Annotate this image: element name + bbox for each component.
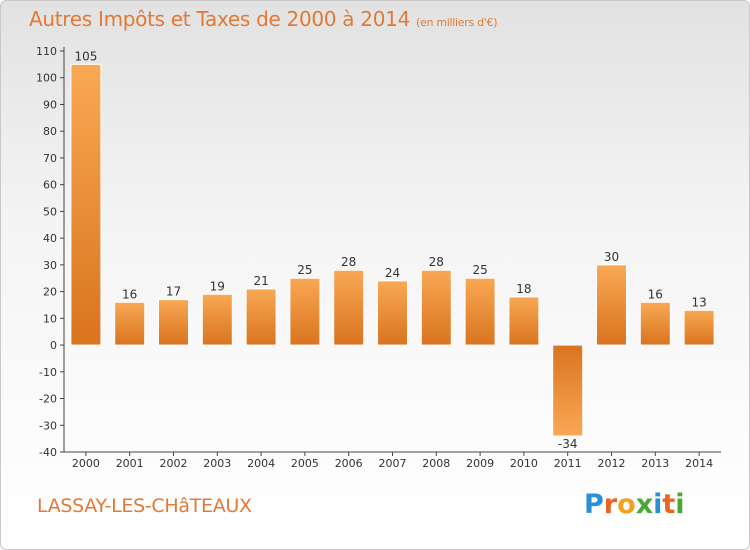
bar-2008 [420, 269, 452, 346]
logo-letter: x [635, 489, 654, 520]
y-tick-label: 80 [43, 125, 57, 138]
commune-name: LASSAY-LES-CHâTEAUX [37, 495, 252, 517]
x-tick-label-2014: 2014 [685, 457, 713, 470]
logo-letter: i [653, 489, 663, 520]
x-tick-label-2007: 2007 [379, 457, 407, 470]
y-tick-label: 90 [43, 98, 57, 111]
chart-bars [70, 63, 715, 437]
data-label-2008: 28 [429, 255, 444, 269]
y-tick-label: -10 [39, 366, 57, 379]
bar-2000 [70, 63, 102, 346]
x-tick-label-2003: 2003 [203, 457, 231, 470]
x-tick-label-2005: 2005 [291, 457, 319, 470]
bar-2003 [201, 293, 233, 346]
bar-2006 [333, 269, 365, 346]
bar-2014 [683, 309, 715, 346]
bar-2005 [289, 277, 321, 346]
bar-2002 [158, 299, 189, 346]
chart-axes: -40 -30 -20 -10 0 10 20 30 40 50 60 70 80 90 100 110 [36, 45, 721, 459]
logo-letter: P [584, 489, 604, 520]
bar-2010 [508, 296, 540, 346]
x-tick-label-2008: 2008 [422, 457, 450, 470]
data-label-2011: -34 [558, 437, 578, 451]
y-tick-label: 70 [43, 152, 57, 165]
chart-subtitle: (en milliers d'€) [416, 16, 498, 29]
bar-2012 [596, 264, 627, 346]
y-tick-label: 30 [43, 259, 57, 272]
data-label-2014: 13 [691, 295, 706, 309]
data-label-2003: 19 [210, 279, 225, 293]
y-tick-label: 110 [36, 45, 57, 58]
x-tick-label-2011: 2011 [554, 457, 582, 470]
logo-letter: t [662, 489, 676, 520]
x-tick-label-2006: 2006 [335, 457, 363, 470]
data-label-2004: 21 [253, 274, 268, 288]
logo-letter: i [675, 489, 685, 520]
bar-2004 [245, 288, 277, 346]
x-tick-label-2009: 2009 [466, 457, 494, 470]
chart-title-text: Autres Impôts et Taxes de 2000 à 2014 [29, 7, 410, 31]
y-tick-label: 10 [43, 312, 57, 325]
y-tick-label: 50 [43, 205, 57, 218]
bar-2013 [639, 301, 671, 346]
data-label-2012: 30 [604, 250, 619, 264]
data-label-2010: 18 [516, 282, 531, 296]
bar-2009 [464, 277, 496, 346]
proxiti-logo: Proxiti [584, 489, 685, 520]
bar-2011 [552, 344, 584, 437]
x-tick-label-2004: 2004 [247, 457, 275, 470]
chart-title: Autres Impôts et Taxes de 2000 à 2014 (en… [29, 7, 497, 31]
y-tick-label: -30 [39, 419, 57, 432]
x-tick-label-2001: 2001 [116, 457, 144, 470]
data-label-2005: 25 [297, 263, 312, 277]
x-tick-label-2012: 2012 [598, 457, 626, 470]
data-label-2007: 24 [385, 266, 400, 280]
logo-letter: r [603, 489, 618, 520]
logo-letter: o [617, 489, 636, 520]
x-tick-label-2010: 2010 [510, 457, 538, 470]
x-tick-label-2002: 2002 [160, 457, 188, 470]
y-tick-label: 40 [43, 232, 57, 245]
y-tick-label: 0 [50, 339, 57, 352]
y-tick-label: 100 [36, 72, 57, 85]
y-tick-label: -20 [39, 393, 57, 406]
y-tick-label: -40 [39, 446, 57, 459]
data-label-2001: 16 [122, 287, 137, 301]
y-tick-label: 20 [43, 286, 57, 299]
data-label-2006: 28 [341, 255, 356, 269]
y-tick-label: 60 [43, 179, 57, 192]
x-tick-label-2013: 2013 [641, 457, 669, 470]
chart-labels: 2000 105 2001 16 2002 17 2003 19 2004 21 2005 25 200… [72, 49, 713, 470]
bar-2007 [377, 280, 408, 346]
data-label-2002: 17 [166, 285, 181, 299]
bar-2001 [114, 301, 146, 346]
x-tick-label-2000: 2000 [72, 457, 100, 470]
data-label-2000: 105 [74, 49, 97, 63]
data-label-2009: 25 [472, 263, 487, 277]
data-label-2013: 16 [648, 287, 663, 301]
